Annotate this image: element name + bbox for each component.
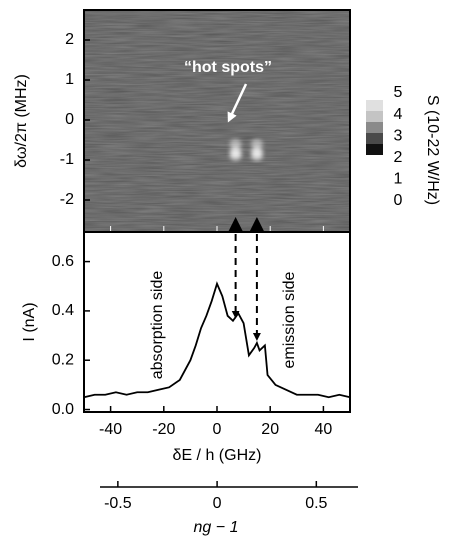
x-axis-title: δE / h (GHz): [173, 447, 262, 464]
y-tick-label: 0.0: [52, 401, 74, 418]
colorbar-tick-label: 3: [394, 127, 403, 144]
y-tick-label: -1: [60, 151, 74, 168]
y-axis-title: I (nA): [21, 302, 38, 341]
y-tick-label: 0: [65, 111, 74, 128]
y-tick-label: -2: [60, 191, 74, 208]
colorbar-tick-label: 4: [394, 106, 403, 123]
hot-spot: [229, 151, 242, 161]
x-tick-label: -40: [99, 421, 122, 438]
hot-spots-arrow: [227, 83, 248, 123]
y-tick-label: 2: [65, 31, 74, 48]
hot-spots: [229, 139, 263, 161]
colorbar-tick-label: 2: [394, 149, 403, 166]
colorbar-title: S (10-22 W/Hz): [424, 95, 441, 205]
hot-spot: [250, 151, 263, 161]
colorbar-tick-label: 5: [394, 84, 403, 101]
colorbar-swatch: [366, 144, 383, 155]
y-tick-label: 1: [65, 71, 74, 88]
x-tick-label: 0: [213, 421, 222, 438]
colorbar-tick-label: 1: [394, 171, 403, 188]
colorbar-swatch: [366, 111, 383, 122]
y-tick-label: 0.2: [52, 351, 74, 368]
marker-triangle: [228, 217, 243, 231]
colorbar-swatch: [366, 122, 383, 133]
hot-spot: [229, 139, 242, 149]
data-line: [83, 281, 351, 399]
x2-tick-label: -0.5: [104, 495, 132, 512]
hot-spots-label: “hot spots”: [184, 59, 272, 76]
x2-tick-label: 0.5: [305, 495, 327, 512]
x2-axis-title: ng − 1: [194, 519, 239, 536]
x-tick-label: -20: [152, 421, 175, 438]
y-axis-title: δω/2π (MHz): [13, 74, 30, 168]
colorbar-swatch: [366, 100, 383, 111]
x2-tick-label: 0: [213, 495, 222, 512]
marker-triangle: [249, 217, 264, 231]
x-tick-label: 40: [315, 421, 333, 438]
y-tick-label: 0.6: [52, 253, 74, 270]
absorption-label: absorption side: [149, 271, 166, 380]
hot-spot: [250, 139, 263, 149]
x-tick-label: 20: [261, 421, 279, 438]
heatmap-noise: [84, 10, 350, 232]
colorbar-swatch: [366, 133, 383, 144]
colorbar-tick-label: 0: [394, 192, 403, 209]
y-tick-label: 0.4: [52, 302, 74, 319]
plot-frame: [83, 231, 351, 413]
emission-label: emission side: [281, 271, 298, 368]
